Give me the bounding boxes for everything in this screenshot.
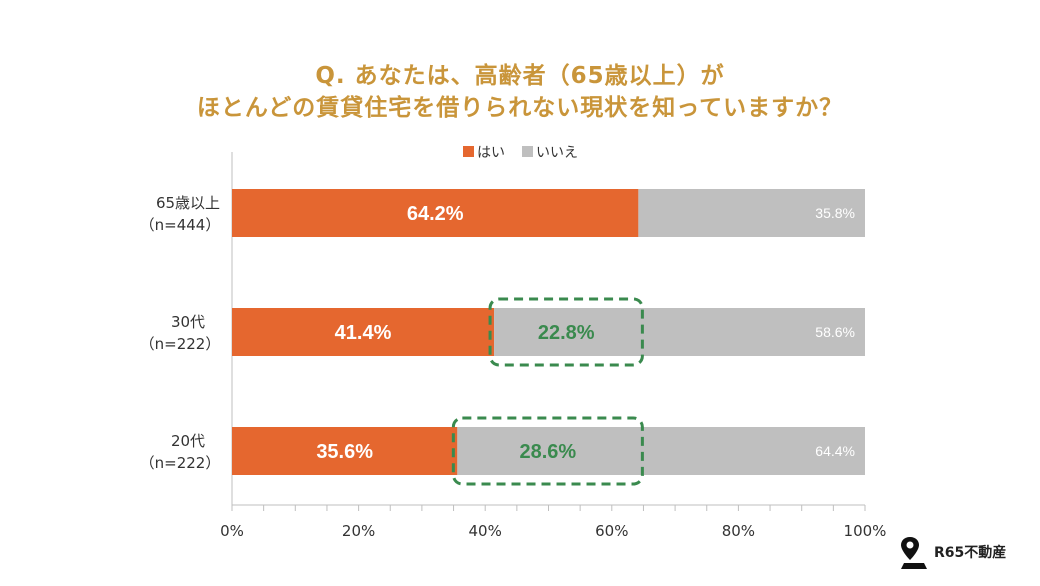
bar-no bbox=[457, 427, 865, 475]
bar-yes bbox=[232, 189, 639, 237]
data-label-no: 64.4% bbox=[815, 443, 855, 459]
highlight-label: 28.6% bbox=[520, 441, 577, 463]
category-label: 65歳以上 bbox=[156, 194, 220, 212]
brand-logo: R65不動産 bbox=[898, 533, 1006, 573]
bar-no bbox=[638, 189, 865, 237]
category-label: 30代 bbox=[171, 313, 205, 331]
legend-swatch-no bbox=[522, 146, 533, 157]
chart-title-line-2: ほとんどの賃貸住宅を借りられない現状を知っていますか？ bbox=[196, 95, 844, 121]
x-tick-label: 20% bbox=[342, 522, 375, 540]
data-label-no: 35.8% bbox=[815, 205, 855, 221]
category-label: 20代 bbox=[171, 432, 205, 450]
bar-yes bbox=[232, 308, 495, 356]
bar-no bbox=[494, 308, 865, 356]
legend-swatch-yes bbox=[463, 146, 474, 157]
legend-label-yes: はい bbox=[477, 145, 505, 161]
highlight-box bbox=[488, 297, 644, 367]
category-sample-size: （n=444） bbox=[140, 216, 221, 234]
x-tick-label: 0% bbox=[220, 522, 244, 540]
data-label-yes: 41.4% bbox=[335, 322, 392, 344]
bar-yes bbox=[232, 427, 458, 475]
data-label-yes: 64.2% bbox=[407, 203, 464, 225]
category-sample-size: （n=222） bbox=[140, 335, 221, 353]
data-label-no: 58.6% bbox=[815, 324, 855, 340]
map-pin-icon bbox=[901, 537, 927, 569]
data-label-yes: 35.6% bbox=[316, 441, 373, 463]
x-tick-label: 40% bbox=[469, 522, 502, 540]
category-sample-size: （n=222） bbox=[140, 454, 221, 472]
x-tick-label: 80% bbox=[722, 522, 755, 540]
chart-title-line-1: Q. あなたは、高齢者（65歳以上）が bbox=[315, 63, 725, 89]
x-tick-label: 100% bbox=[844, 522, 887, 540]
brand-name: R65不動産 bbox=[934, 545, 1007, 561]
x-tick-label: 60% bbox=[595, 522, 628, 540]
highlight-label: 22.8% bbox=[538, 322, 595, 344]
legend-label-no: いいえ bbox=[536, 145, 578, 161]
highlight-box bbox=[451, 416, 644, 486]
